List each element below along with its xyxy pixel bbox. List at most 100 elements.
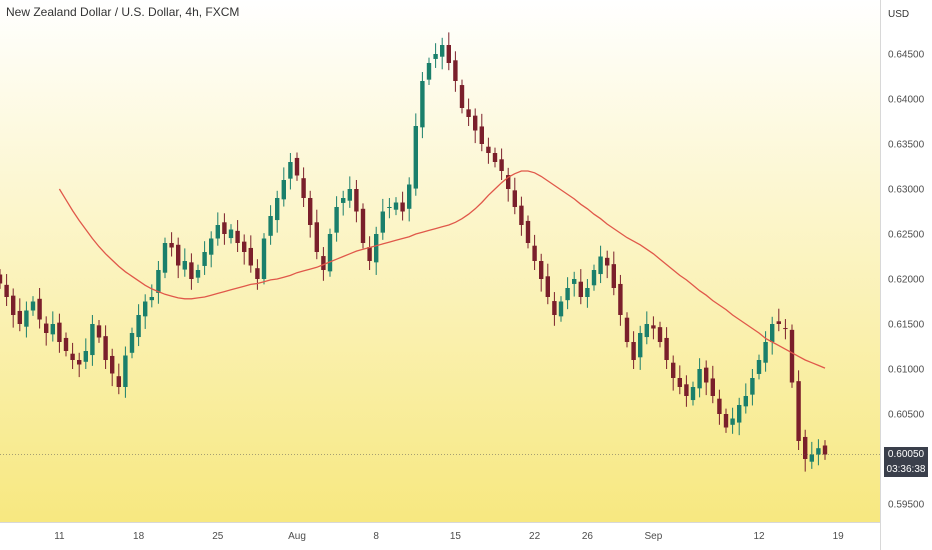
candle-body: [294, 157, 300, 176]
y-tick-label: 0.61500: [888, 320, 925, 331]
candle-body: [816, 448, 821, 455]
candle-body: [50, 324, 55, 335]
candle-body: [770, 324, 775, 342]
candle-body: [57, 322, 62, 342]
chart-title: New Zealand Dollar / U.S. Dollar, 4h, FX…: [6, 5, 240, 19]
candle-body: [776, 321, 781, 324]
candle-body: [136, 315, 141, 338]
candle-body: [756, 360, 762, 374]
time-axis[interactable]: 11 18 25 Aug 8 15 22 26 Sep 12 19: [54, 531, 844, 542]
candle-body: [532, 245, 537, 261]
candle-body: [202, 252, 207, 266]
candle-body: [657, 327, 663, 342]
candle-body: [591, 270, 597, 286]
candle-body: [44, 323, 49, 333]
candle-body: [77, 360, 82, 365]
candle-body: [156, 270, 161, 293]
candle-body: [255, 268, 260, 279]
candle-body: [545, 276, 550, 297]
candle-body: [506, 175, 511, 189]
candle-body: [578, 281, 583, 297]
candle-body: [327, 234, 333, 272]
candle-body: [585, 288, 590, 297]
candle-body: [420, 81, 425, 128]
candle-body: [796, 381, 801, 441]
candle-body: [70, 353, 75, 360]
candle-body: [169, 243, 174, 248]
candle-body: [268, 216, 273, 236]
candle-body: [162, 243, 168, 273]
candle-body: [63, 337, 69, 351]
candle-body: [149, 297, 154, 301]
candle-body: [308, 198, 313, 225]
candle-body: [499, 159, 504, 171]
candle-body: [334, 207, 339, 233]
candle-body: [453, 60, 458, 81]
moving-average-line: [58, 170, 826, 369]
candle-body: [354, 189, 359, 212]
candle-body: [374, 234, 379, 263]
candle-body: [321, 256, 326, 270]
candle-body: [611, 264, 616, 288]
candle-body: [426, 63, 432, 80]
candle-body: [110, 355, 115, 374]
y-tick-label: 0.59500: [888, 500, 925, 511]
x-tick-label: Sep: [645, 531, 663, 542]
candle-body: [822, 445, 828, 455]
candle-body: [473, 115, 478, 131]
candle-body: [704, 367, 709, 383]
x-tick-label: 26: [582, 531, 594, 542]
candle-body: [4, 284, 9, 297]
candle-body: [803, 436, 808, 459]
candle-body: [433, 54, 438, 59]
candle-body: [809, 454, 814, 462]
candle-body: [618, 283, 623, 315]
candle-body: [123, 355, 128, 387]
candle-body: [235, 230, 240, 243]
candle-body: [182, 261, 187, 270]
y-tick-label: 0.60500: [888, 410, 925, 421]
candle-body: [743, 396, 748, 407]
candle-body: [380, 211, 385, 233]
y-tick-label: 0.63500: [888, 140, 925, 151]
x-tick-label: 22: [529, 531, 541, 542]
candle-body: [717, 398, 722, 414]
y-tick-label: 0.63000: [888, 185, 925, 196]
x-tick-label: 11: [54, 531, 65, 542]
candle-body: [301, 178, 306, 198]
price-axis[interactable]: 0.64500 0.64000 0.63500 0.63000 0.62500 0.620…: [888, 50, 925, 511]
candle-body: [572, 279, 577, 284]
candle-body: [11, 295, 16, 315]
candle-body: [763, 342, 768, 363]
candle-body: [638, 333, 643, 358]
x-tick-label: 12: [753, 531, 765, 542]
candle-body: [314, 222, 319, 252]
candle-body: [129, 333, 135, 353]
candle-body: [242, 241, 247, 252]
candle-body: [730, 418, 735, 425]
candle-body: [624, 317, 630, 342]
candle-body: [565, 288, 570, 301]
x-tick-label: Aug: [288, 531, 306, 542]
candle-body: [341, 198, 346, 203]
candle-body: [367, 247, 372, 261]
candle-body: [697, 369, 702, 389]
candle-body: [664, 337, 669, 360]
candle-body: [631, 342, 636, 360]
candle-body: [552, 301, 557, 315]
candle-body: [83, 351, 88, 362]
candle-body: [737, 405, 742, 423]
candle-body: [248, 247, 253, 266]
candle-body: [90, 324, 95, 356]
candle-body: [116, 376, 121, 387]
candle-body: [30, 301, 36, 311]
candle-body: [288, 162, 293, 179]
candle-body: [677, 378, 682, 387]
candle-body: [222, 222, 227, 234]
candle-body: [413, 126, 418, 189]
candle-body: [466, 109, 471, 117]
candle-body: [651, 325, 656, 329]
x-tick-label: 18: [133, 531, 145, 542]
current-price-tag: 0.60050: [884, 446, 928, 462]
